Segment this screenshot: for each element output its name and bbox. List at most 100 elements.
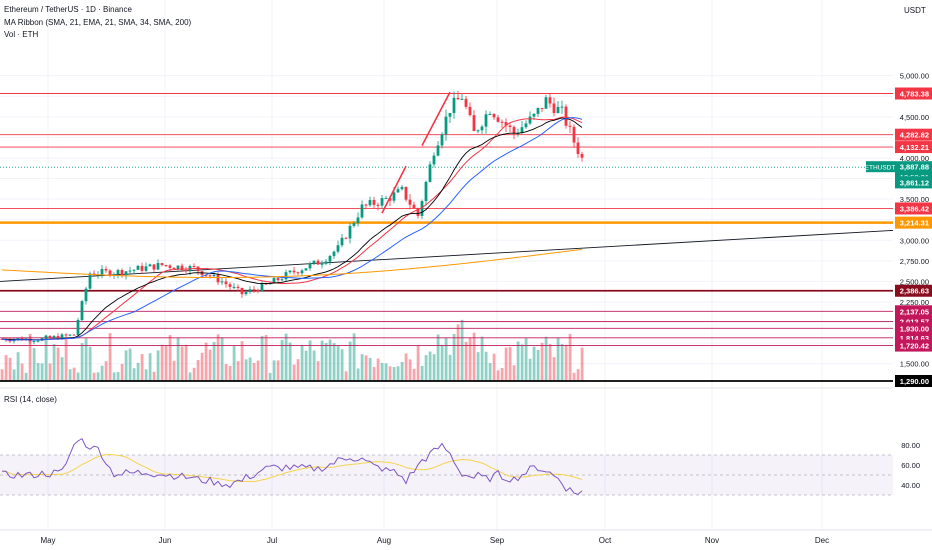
level-price-label: 3,386.42: [900, 204, 929, 213]
volume-bar: [260, 336, 264, 381]
candle-body: [56, 336, 60, 340]
candle-body: [272, 278, 276, 284]
symbol-tag: [866, 161, 895, 173]
volume-bar: [564, 344, 568, 381]
candle-body: [212, 274, 216, 277]
candle-body: [476, 130, 480, 132]
volume-bar: [184, 344, 188, 381]
candle-body: [512, 127, 516, 134]
candle-body: [288, 270, 292, 273]
candle-body: [76, 319, 80, 336]
volume-bar: [172, 360, 176, 381]
sma200-line: [1, 248, 583, 279]
candle-body: [252, 289, 256, 291]
ema21-line: [1, 117, 583, 341]
level-price-label: 4,132.21: [900, 143, 929, 152]
volume-bar: [192, 367, 196, 381]
candle-body: [208, 275, 212, 277]
volume-bar: [180, 346, 184, 381]
ascending-trendline[interactable]: [0, 229, 894, 282]
level-price-tag: [895, 216, 932, 229]
candle-body: [416, 208, 420, 216]
candle-body: [280, 279, 284, 281]
volume-bar: [304, 350, 308, 381]
candle-body: [156, 263, 160, 270]
candle-body: [192, 266, 196, 268]
volume-bar: [496, 370, 500, 381]
candle-body: [296, 272, 300, 274]
symbol-tag-label: ETHUSDT: [865, 165, 896, 172]
candle-body: [460, 98, 464, 100]
volume-bar: [352, 333, 356, 381]
volume-bar: [72, 367, 76, 381]
volume-bar: [580, 347, 584, 381]
volume-bar: [380, 362, 384, 381]
volume-bar: [384, 363, 388, 381]
volume-bar: [96, 372, 100, 381]
level-price-tag: [895, 375, 932, 387]
volume-bar: [80, 343, 84, 381]
volume-bar: [444, 337, 448, 381]
volume-bar: [40, 363, 44, 381]
rsi-tick-label: 80.00: [901, 441, 920, 450]
candle-body: [240, 287, 244, 295]
rsi-tick-label: 40.00: [901, 481, 920, 490]
volume-bar: [264, 335, 268, 381]
candle-body: [344, 237, 348, 239]
volume-bar: [388, 366, 392, 381]
candle-body: [84, 288, 88, 302]
volume-bar: [124, 350, 128, 381]
volume-legend[interactable]: Vol · ETH: [4, 30, 39, 39]
candle-body: [340, 237, 344, 246]
volume-bar: [240, 341, 244, 381]
candle-body: [88, 273, 92, 289]
candle-body: [204, 275, 208, 277]
rsi-legend[interactable]: RSI (14, close): [4, 395, 57, 404]
impulse-trendline: [381, 165, 407, 214]
candle-body: [364, 204, 368, 206]
candle-body: [228, 284, 232, 287]
candle-body: [396, 189, 400, 193]
volume-bar: [60, 357, 64, 381]
volume-bar: [544, 336, 548, 381]
candle-body: [308, 263, 312, 269]
candle-body: [508, 125, 512, 128]
candle-body: [140, 265, 144, 271]
candle-body: [564, 106, 568, 126]
month-label: Jun: [159, 536, 172, 545]
candle-body: [440, 134, 444, 146]
volume-bar: [8, 357, 12, 381]
candle-body: [432, 155, 436, 165]
candle-body: [64, 334, 68, 336]
volume-bar: [476, 352, 480, 381]
volume-bar: [288, 342, 292, 381]
candle-body: [264, 283, 268, 285]
volume-bar: [164, 345, 168, 381]
ma-ribbon-legend[interactable]: MA Ribbon (SMA, 21, EMA, 21, SMA, 34, SM…: [4, 18, 192, 27]
volume-bar: [4, 355, 8, 381]
volume-bar: [24, 372, 28, 381]
volume-bar: [168, 335, 172, 381]
volume-bar: [452, 333, 456, 381]
sma34-line: [1, 117, 583, 341]
volume-bar: [428, 351, 432, 381]
candle-body: [276, 278, 280, 281]
price-tick-label: 2,250.00: [900, 298, 929, 307]
volume-bar: [332, 343, 336, 381]
volume-bar: [432, 354, 436, 381]
impulse-trendline: [421, 91, 451, 146]
volume-bar: [232, 346, 236, 381]
volume-bar: [416, 345, 420, 381]
volume-bar: [48, 363, 52, 381]
volume-bar: [320, 340, 324, 381]
volume-bar: [212, 342, 216, 381]
month-label: Dec: [815, 536, 829, 545]
volume-bar: [196, 359, 200, 381]
price-tick-label: 2,750.00: [900, 257, 929, 266]
price-tick-label: 1,500.00: [900, 360, 929, 369]
candle-body: [44, 335, 48, 339]
volume-bar: [256, 360, 260, 381]
candle-body: [576, 142, 580, 154]
candle-body: [172, 267, 176, 270]
